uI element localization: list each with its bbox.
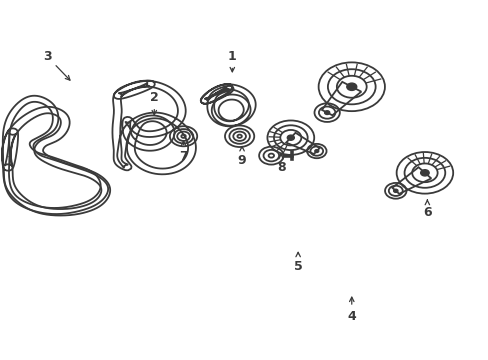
Text: 4: 4 bbox=[346, 297, 355, 323]
Circle shape bbox=[393, 189, 397, 192]
Circle shape bbox=[287, 135, 294, 140]
Circle shape bbox=[346, 83, 356, 90]
Text: 2: 2 bbox=[150, 91, 158, 115]
Text: 5: 5 bbox=[293, 252, 302, 273]
Circle shape bbox=[324, 111, 329, 114]
Circle shape bbox=[420, 170, 428, 176]
Text: 1: 1 bbox=[227, 50, 236, 72]
Text: 8: 8 bbox=[276, 154, 285, 174]
Circle shape bbox=[314, 150, 318, 153]
Text: 6: 6 bbox=[422, 200, 431, 219]
Text: 9: 9 bbox=[237, 147, 246, 167]
Text: 7: 7 bbox=[179, 141, 187, 163]
Text: 3: 3 bbox=[42, 50, 70, 80]
